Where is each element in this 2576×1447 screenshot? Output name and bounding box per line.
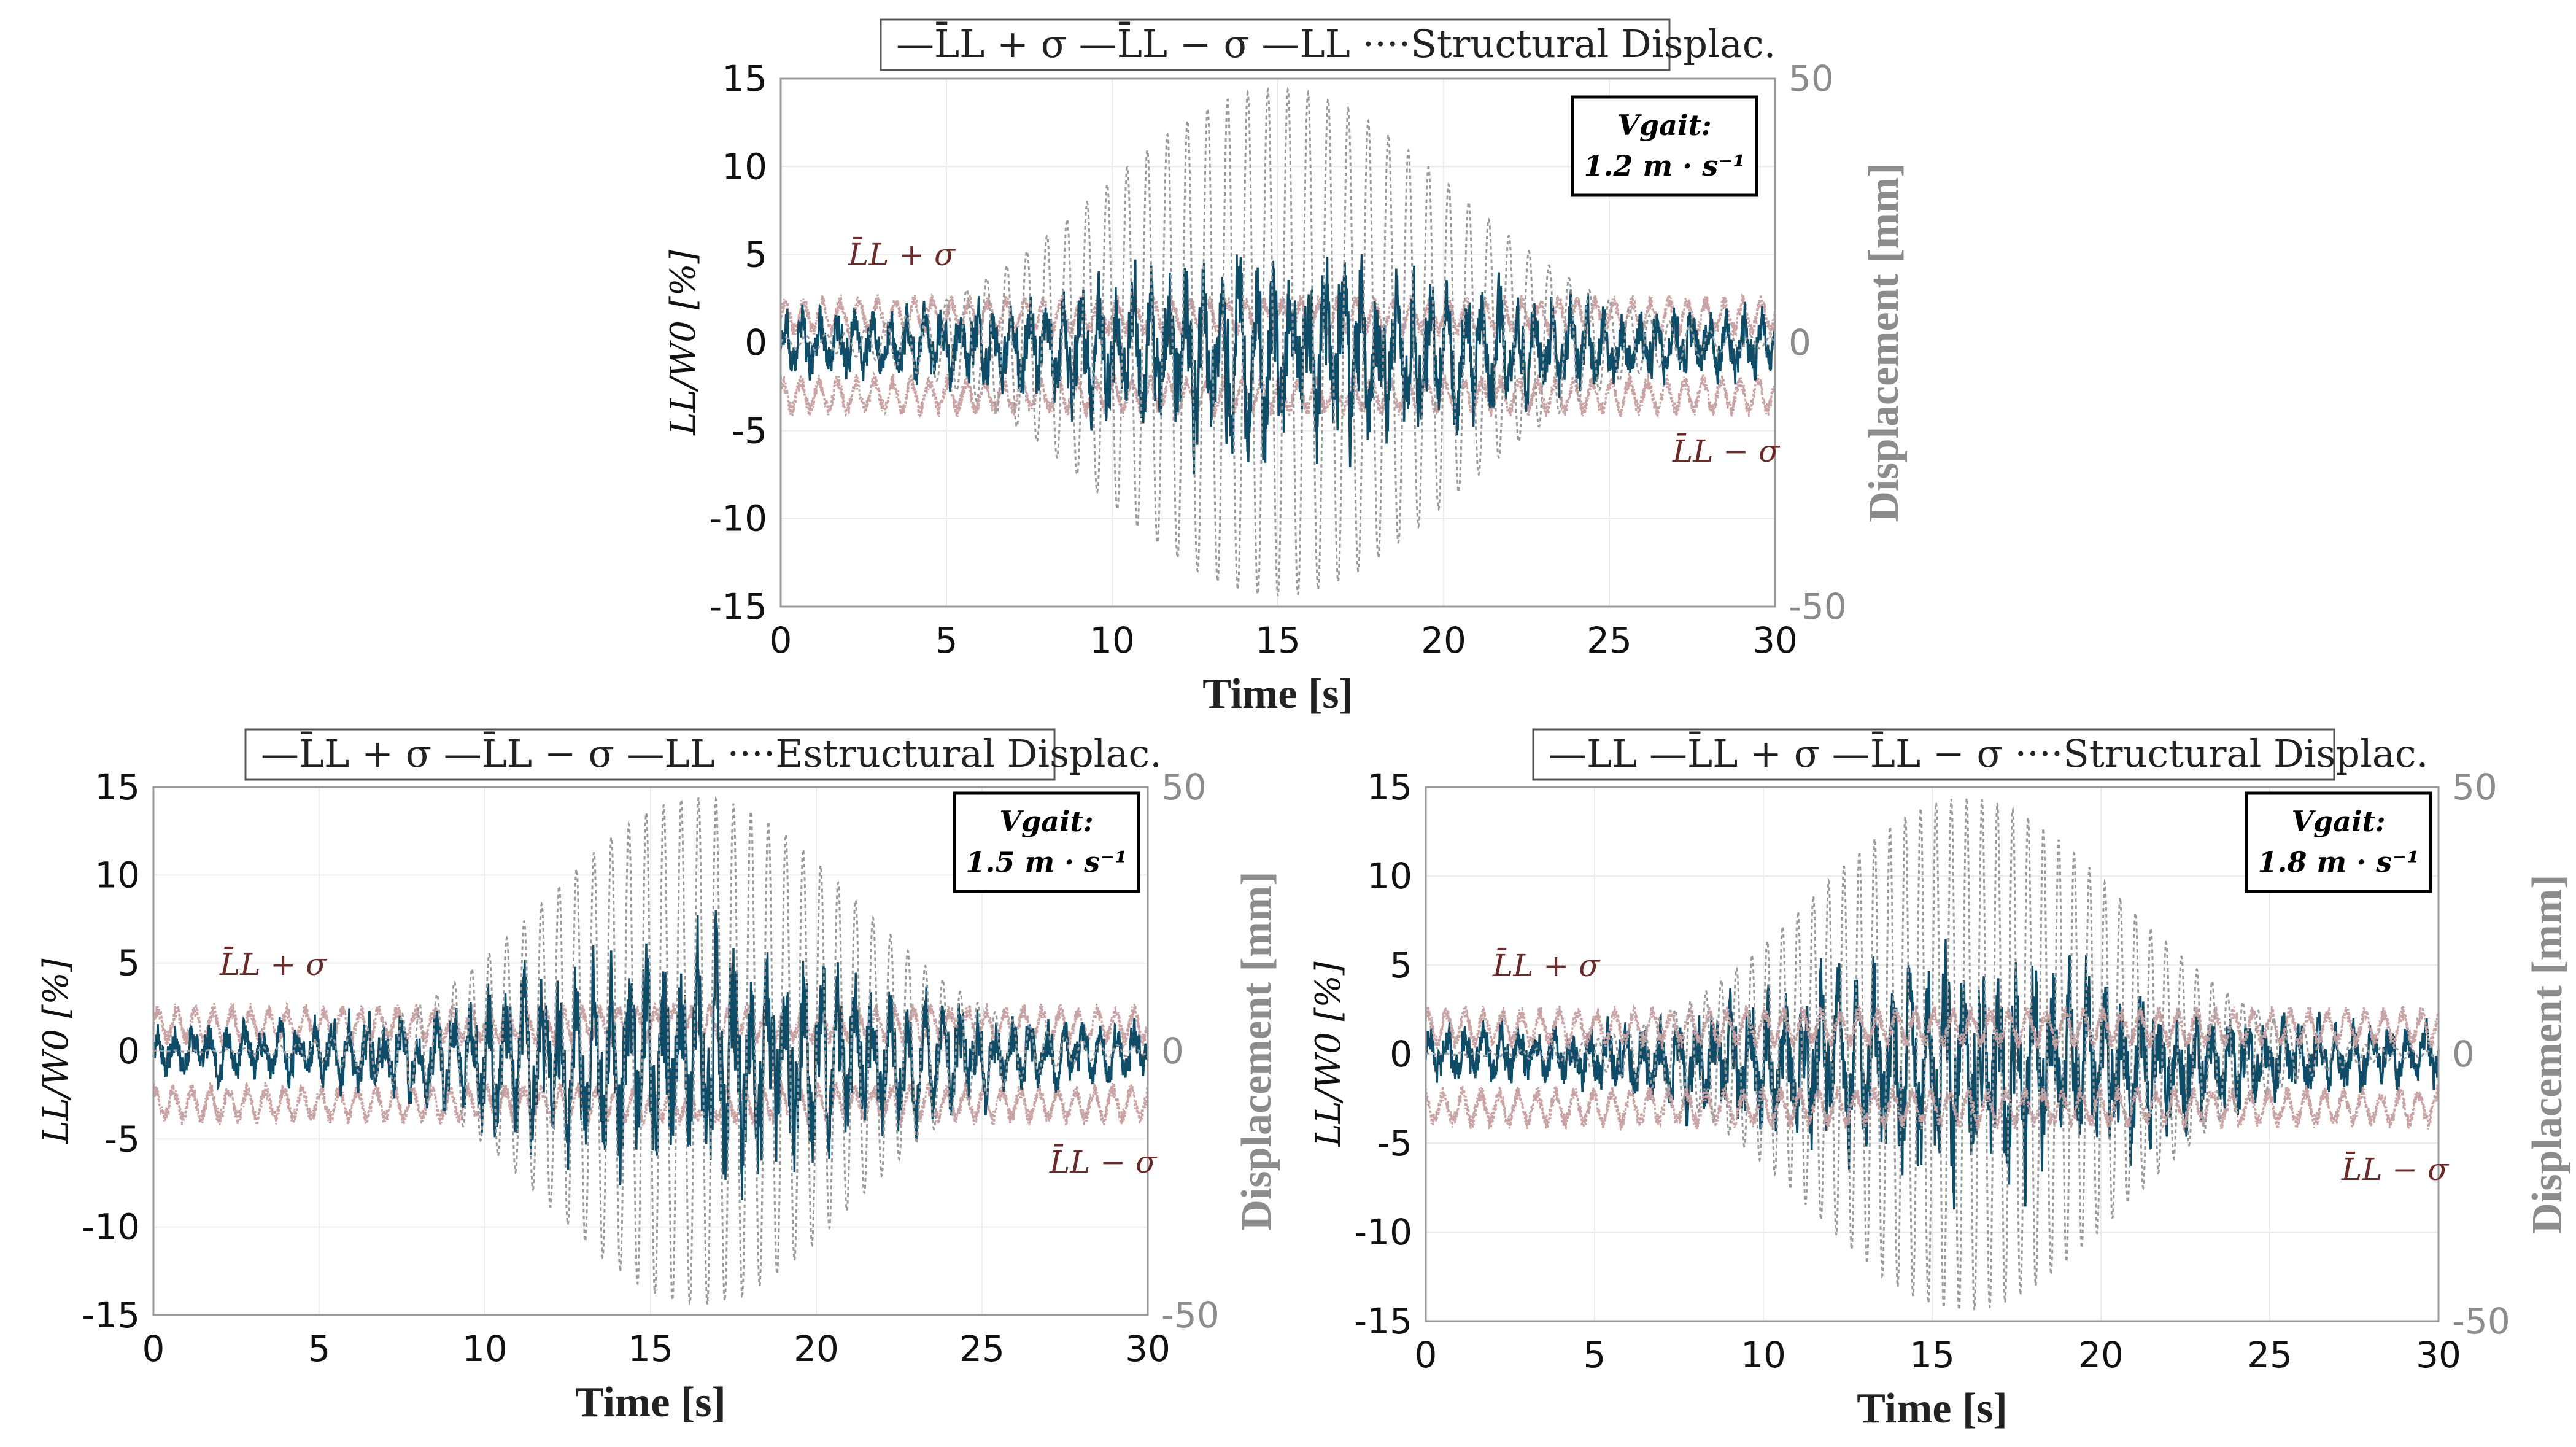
y-left-axis-label: LL/W0 [%] <box>1309 961 1348 1147</box>
x-tick-label: 5 <box>1584 1334 1606 1376</box>
gait-speed-box <box>953 791 1140 893</box>
x-tick-label: 15 <box>1255 619 1301 661</box>
legend-entries: —L̄L + σ —L̄L − σ —LL ····Structural Dis… <box>896 21 1776 66</box>
series-lift-force <box>779 254 1776 475</box>
y-right-axis-label: Displacement [mm] <box>2524 874 2571 1233</box>
annotation-mean-minus-sigma: L̄L − σ <box>1049 1144 1158 1180</box>
x-tick-label: 5 <box>935 619 958 661</box>
x-axis-label: Time [s] <box>1202 670 1353 718</box>
y-left-tick-label: 10 <box>1367 855 1412 897</box>
gait-speed-value: 1.5 m · s⁻¹ <box>965 845 1127 879</box>
y-left-tick-label: 5 <box>745 234 767 276</box>
legend-entries: —L̄L + σ —L̄L − σ —LL ····Estructural Di… <box>261 731 1162 776</box>
y-right-tick-label: 0 <box>1161 1030 1184 1072</box>
y-left-tick-label: 0 <box>745 322 767 363</box>
y-right-axis-label: Displacement [mm] <box>1860 163 1908 522</box>
x-tick-label: 30 <box>1125 1328 1170 1370</box>
y-right-axis-label: Displacement [mm] <box>1233 871 1280 1230</box>
x-tick-label: 15 <box>628 1328 673 1370</box>
x-tick-label: 20 <box>2078 1334 2124 1376</box>
x-tick-label: 20 <box>794 1328 839 1370</box>
x-tick-label: 25 <box>2247 1334 2292 1376</box>
x-axis-label: Time [s] <box>575 1379 726 1426</box>
legend-box <box>244 728 1056 781</box>
y-left-tick-label: 15 <box>722 58 767 99</box>
x-tick-label: 30 <box>2416 1334 2461 1376</box>
x-tick-label: 0 <box>770 619 792 661</box>
y-right-tick-label: -50 <box>1161 1294 1220 1336</box>
x-tick-label: 10 <box>462 1328 508 1370</box>
gait-speed-label: Vgait: <box>1617 109 1711 142</box>
series-structural-displacement <box>1425 797 2440 1312</box>
y-left-tick-label: -5 <box>732 409 767 451</box>
series-mean-plus-sigma <box>1425 1003 2440 1053</box>
gait-speed-label: Vgait: <box>2291 805 2385 838</box>
legend-box <box>1532 728 2335 781</box>
y-left-tick-label: -5 <box>1377 1122 1412 1164</box>
y-left-tick-label: 10 <box>95 854 140 896</box>
x-tick-label: 15 <box>1909 1334 1955 1376</box>
y-left-tick-label: 5 <box>117 942 140 984</box>
y-left-tick-label: 5 <box>1390 944 1412 986</box>
y-left-tick-label: 0 <box>117 1030 140 1072</box>
plot-frame <box>152 786 1149 1316</box>
series-structural-displacement <box>779 87 1776 597</box>
y-left-tick-label: -5 <box>104 1118 140 1160</box>
x-tick-label: 30 <box>1752 619 1798 661</box>
y-left-tick-label: -10 <box>82 1206 140 1248</box>
x-tick-label: 10 <box>1089 619 1135 661</box>
y-right-tick-label: 0 <box>1789 322 1811 363</box>
series-mean-minus-sigma <box>779 371 1776 420</box>
legend-box <box>880 18 1671 71</box>
y-left-tick-label: -15 <box>1354 1300 1412 1342</box>
plot-frame <box>1425 786 2440 1322</box>
y-left-tick-label: 10 <box>722 145 767 187</box>
gait-speed-label: Vgait: <box>999 805 1093 838</box>
annotation-mean-plus-sigma: L̄L + σ <box>1492 947 1601 983</box>
legend-entries: —LL —L̄L + σ —L̄L − σ ····Structural Dis… <box>1549 731 2428 776</box>
y-right-tick-label: 50 <box>1789 58 1834 99</box>
annotation-mean-plus-sigma: L̄L + σ <box>848 236 956 273</box>
series-mean-minus-sigma <box>152 1080 1149 1128</box>
y-left-tick-label: 0 <box>1390 1033 1412 1075</box>
y-left-tick-label: -10 <box>1354 1211 1412 1253</box>
y-left-axis-label: LL/W0 [%] <box>663 250 703 435</box>
y-left-tick-label: -10 <box>709 498 767 540</box>
plot-frame <box>779 77 1776 608</box>
y-right-tick-label: 0 <box>2452 1033 2475 1075</box>
y-right-tick-label: -50 <box>1789 586 1847 627</box>
x-tick-label: 0 <box>142 1328 165 1370</box>
series-mean-minus-sigma <box>1425 1084 2440 1132</box>
y-right-tick-label: -50 <box>2452 1300 2510 1342</box>
x-tick-label: 25 <box>959 1328 1005 1370</box>
gait-speed-value: 1.8 m · s⁻¹ <box>2257 845 2419 879</box>
y-left-tick-label: -15 <box>709 586 767 627</box>
y-left-tick-label: -15 <box>82 1294 140 1336</box>
y-left-tick-label: 15 <box>1367 766 1412 808</box>
x-tick-label: 5 <box>308 1328 331 1370</box>
annotation-mean-minus-sigma: L̄L − σ <box>1672 433 1781 469</box>
series-structural-displacement <box>153 796 1149 1305</box>
y-left-tick-label: 15 <box>95 766 140 808</box>
y-right-tick-label: 50 <box>2452 766 2497 808</box>
x-tick-label: 25 <box>1587 619 1632 661</box>
annotation-mean-minus-sigma: L̄L − σ <box>2341 1151 2450 1187</box>
gait-speed-box <box>2245 791 2432 893</box>
gait-speed-value: 1.2 m · s⁻¹ <box>1584 149 1745 182</box>
y-right-tick-label: 50 <box>1161 766 1207 808</box>
x-axis-label: Time [s] <box>1857 1385 2008 1432</box>
gait-speed-box <box>1571 95 1758 197</box>
x-tick-label: 0 <box>1415 1334 1437 1376</box>
x-tick-label: 20 <box>1421 619 1466 661</box>
x-tick-label: 10 <box>1741 1334 1786 1376</box>
annotation-mean-plus-sigma: L̄L + σ <box>219 946 328 982</box>
y-left-axis-label: LL/W0 [%] <box>36 958 76 1144</box>
